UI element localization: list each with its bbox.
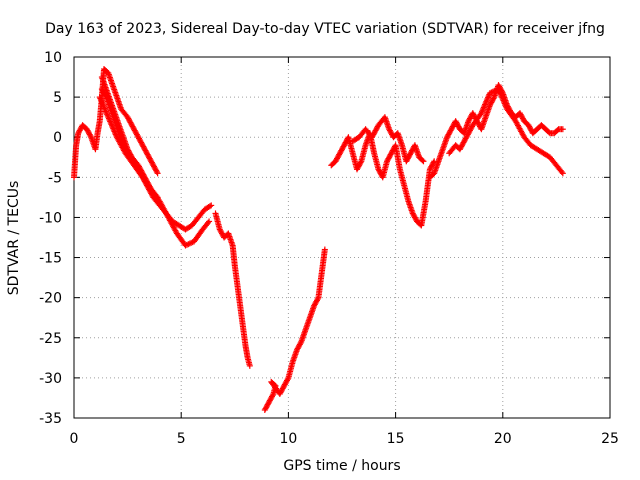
data-point-interp [153,168,160,175]
x-tick-label: 0 [70,431,79,447]
y-tick-label: -35 [39,411,62,427]
x-tick-label: 15 [387,431,405,447]
data-points [71,66,566,413]
data-point-interp [205,219,211,226]
y-tick-label: -25 [39,331,62,347]
chart-title: Day 163 of 2023, Sidereal Day-to-day VTE… [45,21,605,37]
data-point-interp [490,95,497,102]
data-point [206,218,213,225]
data-point-interp [357,159,364,166]
data-point-interp [419,157,426,164]
data-point-interp [102,92,109,99]
data-point-interp [284,376,291,383]
plot-frame [73,56,611,419]
y-tick-label: 0 [53,130,62,146]
x-tick-label: 20 [494,431,512,447]
data-point-interp [87,132,94,139]
y-tick-label: 10 [44,50,62,66]
data-point [420,158,427,165]
y-tick-label: -15 [39,251,62,267]
y-tick-label: -20 [39,291,62,307]
data-point [559,170,566,177]
data-point [208,202,215,209]
x-tick-label: 10 [279,431,297,447]
data-point [559,126,566,133]
data-point [246,362,253,369]
y-tick-label: -30 [39,371,62,387]
data-point [154,170,161,177]
y-tick-label: 5 [53,90,62,106]
data-point [321,246,328,253]
data-point-interp [558,168,565,175]
x-axis-label: GPS time / hours [283,458,400,474]
grid-lines [74,57,610,418]
data-point-interp [206,203,213,210]
y-tick-label: -10 [39,210,62,226]
axis-ticks: 0 5 10 15 20 25 10 5 0 -5 -10 -15 -20 -25 -30 -35 [39,50,619,447]
y-tick-label: -5 [48,170,62,186]
data-point-interp [297,340,304,347]
x-tick-label: 25 [601,431,619,447]
data-point-interp [314,296,321,303]
y-axis-label: SDTVAR / TECUs [6,181,22,296]
x-tick-label: 5 [177,431,186,447]
data-point-interp [269,392,276,399]
